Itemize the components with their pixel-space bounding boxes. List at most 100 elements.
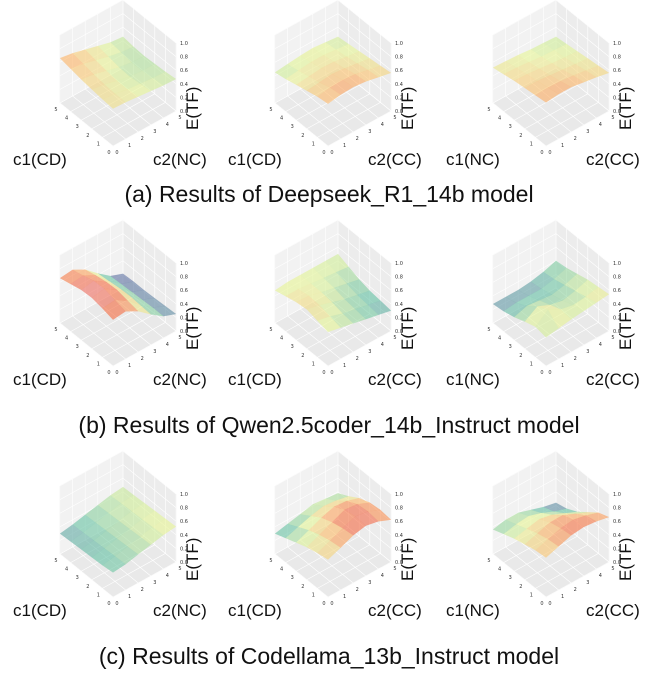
x-tick-label: 5 (487, 107, 490, 113)
surface-patch (346, 279, 371, 296)
x-tick-label: 3 (291, 124, 294, 130)
z-tick-label: 0.0 (180, 560, 188, 566)
x-tick-label: 5 (487, 558, 490, 564)
z-tick-label: 0.0 (395, 329, 403, 335)
z-tick-label: 0.6 (613, 288, 621, 294)
surface-plot-c2: 0 1 2 3 4 5 0 1 2 3 4 5 0.0 0.2 0.4 0.6 0.8 1.0 c1(CD) c2(C… (220, 450, 438, 629)
surface-patch (329, 313, 354, 328)
x-axis-label: c1(NC) (446, 370, 500, 389)
y-tick-label: 0 (548, 601, 551, 607)
surface-patch (572, 296, 597, 312)
surface-patch (572, 70, 597, 83)
x-tick-label: 1 (97, 141, 100, 147)
z-tick-label: 0.2 (395, 315, 403, 321)
surface-patch (346, 497, 371, 505)
z-tick-label: 0.2 (180, 95, 188, 101)
z-tick-label: 1.0 (613, 492, 621, 498)
y-tick-label: 3 (368, 349, 371, 355)
y-tick-label: 0 (548, 150, 551, 156)
x-tick-label: 2 (519, 133, 522, 139)
y-tick-label: 4 (599, 122, 602, 128)
surface-patch (80, 74, 105, 90)
y-tick-label: 1 (343, 594, 346, 600)
surface (59, 269, 177, 320)
x-tick-label: 2 (301, 133, 304, 139)
z-axis-label: E(TF) (616, 86, 635, 130)
surface-patch (106, 520, 130, 539)
x-tick-label: 2 (519, 584, 522, 590)
z-tick-label: 0.6 (395, 68, 403, 74)
surface-plot-c1: 0 1 2 3 4 5 0 1 2 3 4 5 0.0 0.2 0.4 0.6 0.8 1.0 c1(CD) c2(N… (5, 450, 223, 629)
z-tick-label: 0.4 (395, 533, 403, 539)
caption-a: (a) Results of Deepseek_R1_14b model (124, 181, 534, 207)
x-tick-label: 5 (54, 558, 57, 564)
z-tick-label: 0.0 (395, 560, 403, 566)
x-tick-label: 1 (530, 592, 533, 598)
x-tick-label: 2 (86, 353, 89, 359)
y-tick-label: 3 (586, 349, 589, 355)
z-tick-label: 0.6 (613, 519, 621, 525)
surface-patch (572, 515, 597, 528)
x-tick-label: 4 (498, 116, 501, 122)
surface-patch (503, 524, 528, 539)
surface-patch (325, 36, 349, 50)
y-tick-label: 4 (381, 342, 384, 348)
x-tick-label: 5 (269, 107, 272, 113)
y-tick-label: 1 (128, 594, 131, 600)
surface-plot-a1: 0 1 2 3 4 5 0 1 2 3 4 5 0.0 0.2 0.4 0.6 0.8 1.0 c1(CD) c2(N… (5, 0, 223, 178)
x-tick-label: 0 (107, 150, 110, 156)
grid (492, 450, 610, 598)
surface-plot-a3: 0 1 2 3 4 5 0 1 2 3 4 5 0.0 0.2 0.4 0.6 0.8 1.0 c1(NC) c2(C… (438, 0, 656, 178)
surface-plot-c3: 0 1 2 3 4 5 0 1 2 3 4 5 0.0 0.2 0.4 0.6 0.8 1.0 c1(NC) c2(C… (438, 450, 656, 629)
x-tick-label: 3 (509, 575, 512, 581)
surface-patch (354, 511, 379, 526)
x-tick-label: 1 (312, 361, 315, 367)
y-axis-label: c2(CC) (586, 601, 640, 620)
y-tick-label: 4 (166, 342, 169, 348)
y-tick-label: 0 (115, 370, 118, 376)
y-tick-label: 4 (166, 573, 169, 579)
z-tick-label: 0.8 (395, 506, 403, 512)
z-tick-label: 0.4 (395, 82, 403, 88)
x-axis-label: c1(NC) (446, 150, 500, 169)
surface-patch (503, 302, 528, 318)
y-tick-label: 0 (115, 601, 118, 607)
surface-patch (574, 58, 599, 71)
y-axis-label: c2(CC) (586, 370, 640, 389)
surface-patch (310, 277, 335, 293)
surface-patch (492, 519, 517, 535)
y-tick-label: 5 (178, 566, 181, 572)
surface-patch (102, 556, 126, 573)
z-tick-label: 1.0 (613, 261, 621, 267)
x-tick-label: 4 (280, 567, 283, 573)
z-tick-label: 0.8 (613, 275, 621, 281)
y-axis-label: c2(CC) (368, 150, 422, 169)
surface-plot-a2: 0 1 2 3 4 5 0 1 2 3 4 5 0.0 0.2 0.4 0.6 0.8 1.0 c1(CD) c2(C… (220, 0, 438, 178)
z-tick-label: 0.8 (180, 55, 188, 61)
z-tick-label: 1.0 (613, 41, 621, 47)
y-tick-label: 2 (574, 136, 577, 142)
surface-patch (354, 304, 379, 320)
z-axis-label: E(TF) (398, 306, 417, 350)
y-tick-label: 0 (548, 370, 551, 376)
z-tick-label: 0.6 (180, 519, 188, 525)
y-tick-label: 5 (611, 335, 614, 341)
y-tick-label: 4 (599, 573, 602, 579)
z-tick-label: 0.2 (613, 95, 621, 101)
z-tick-label: 0.2 (613, 315, 621, 321)
z-tick-label: 0.0 (613, 560, 621, 566)
z-axis-label: E(TF) (398, 86, 417, 130)
surface (274, 493, 392, 560)
z-tick-label: 0.6 (180, 288, 188, 294)
x-tick-label: 5 (54, 327, 57, 333)
surface (492, 260, 610, 338)
z-tick-label: 1.0 (180, 492, 188, 498)
surface-patch (317, 87, 341, 104)
z-tick-label: 1.0 (395, 492, 403, 498)
surface-patch (295, 76, 320, 91)
y-tick-label: 4 (599, 342, 602, 348)
